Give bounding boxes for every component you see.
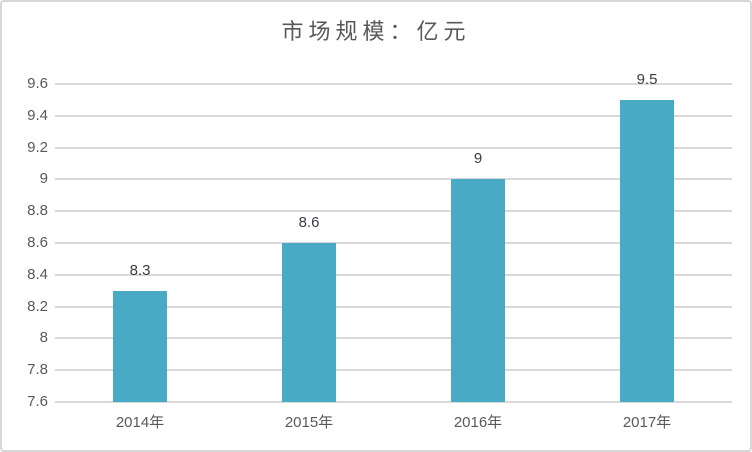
y-tick-label: 9 [39,170,48,187]
gridline-8.4 [55,274,732,276]
gridline-8.2 [55,306,732,308]
bar-2016年 [451,179,505,402]
y-tick-label: 8.8 [27,202,48,219]
plot-area: 8.3 8.6 9 9.5 [55,71,732,403]
x-tick-2015年: 2015年 [284,414,334,431]
y-tick-label: 9.4 [27,107,48,124]
gridline-9.4 [55,115,732,117]
data-label-2016年: 9 [473,150,483,167]
gridline-9.6 [55,83,732,85]
y-tick-label: 9.2 [27,139,48,156]
gridline-8.6 [55,242,732,244]
x-tick-2016年: 2016年 [453,414,503,431]
bar-2014年 [113,291,167,402]
y-tick-label: 8.6 [27,234,48,251]
gridline-7.6 [55,401,732,403]
x-tick-2014年: 2014年 [115,414,165,431]
y-tick-label: 8.4 [27,266,48,283]
y-tick-label: 7.6 [27,393,48,410]
gridline-8 [55,337,732,339]
gridline-9.2 [55,147,732,149]
x-tick-2017年: 2017年 [622,414,672,431]
chart-title: 市场规模：亿元 [281,19,471,44]
data-label-2014年: 8.3 [129,262,151,279]
y-tick-label: 9.6 [27,75,48,92]
bar-2015年 [282,243,336,402]
y-tick-label: 7.8 [27,361,48,378]
y-tick-label: 8.2 [27,298,48,315]
gridline-7.8 [55,369,732,371]
data-label-2017年: 9.5 [636,71,658,88]
gridline-9 [55,178,732,180]
y-tick-label: 8 [39,329,48,346]
data-label-2015年: 8.6 [298,214,320,231]
gridline-8.8 [55,210,732,212]
bar-2017年 [620,100,674,402]
